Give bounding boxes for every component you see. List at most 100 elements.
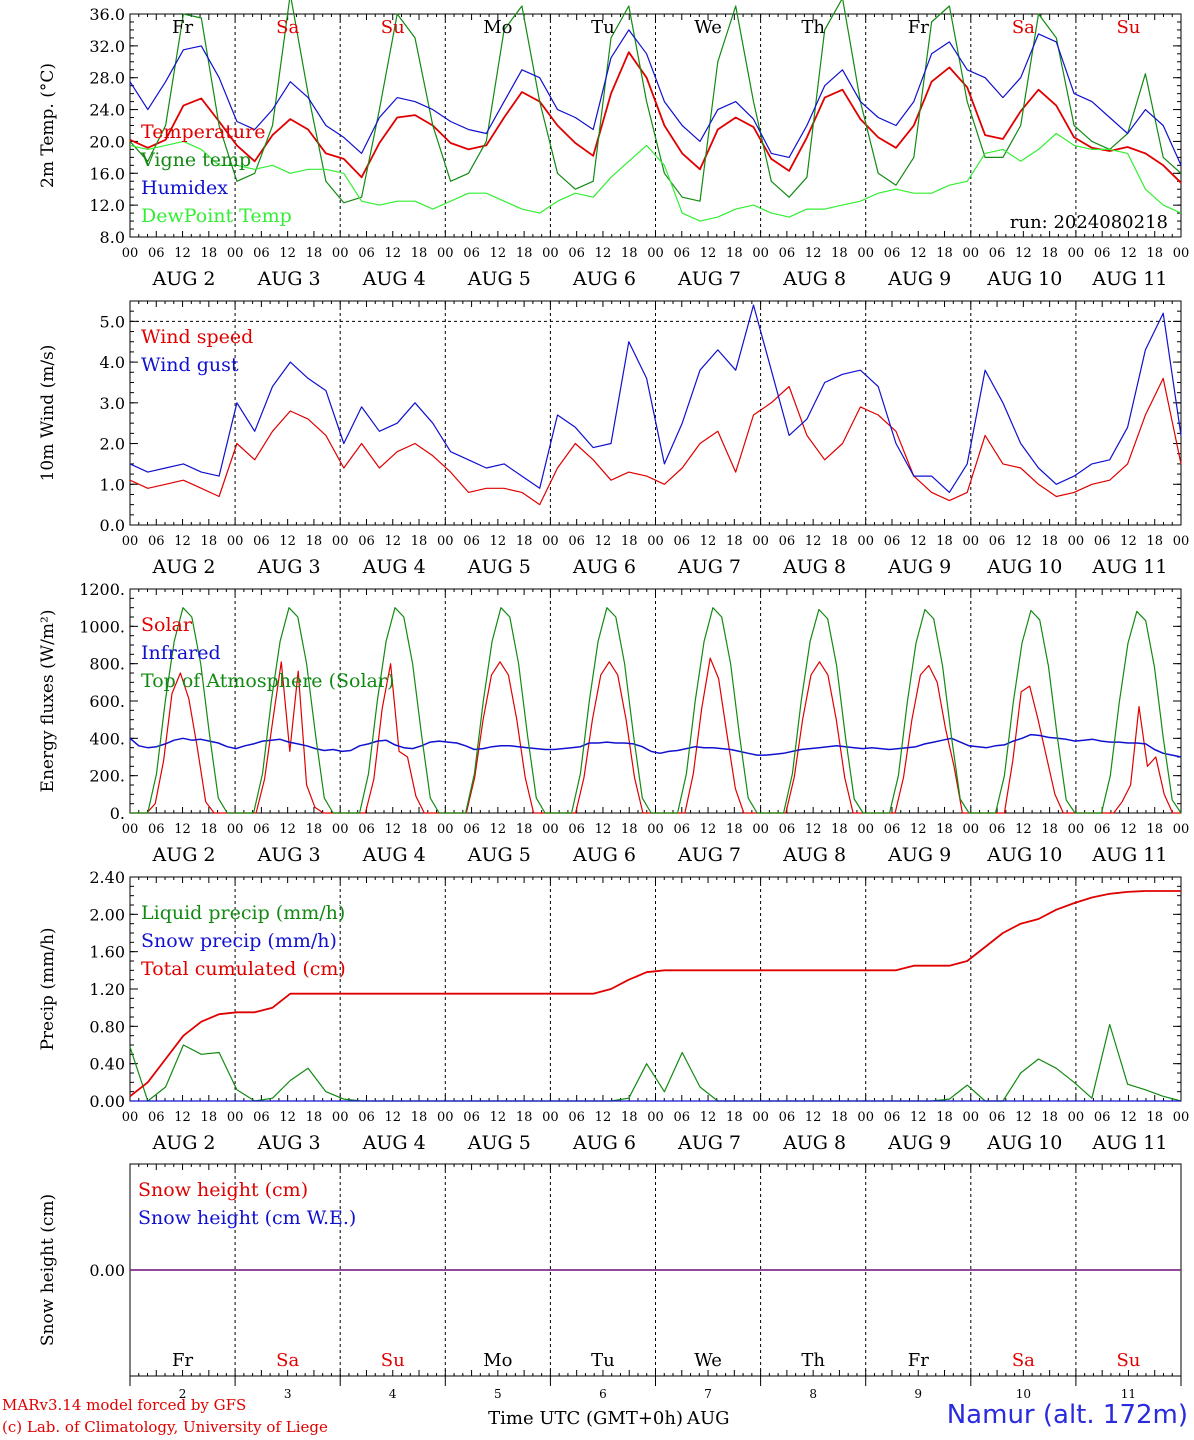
time-axis-label: Time UTC (GMT+0h)	[488, 1408, 683, 1429]
x-hour-label: 18	[1146, 1110, 1163, 1125]
date-label: AUG 7	[677, 268, 741, 290]
x-hour-label: 12	[595, 534, 612, 549]
date-label: AUG 9	[887, 268, 951, 290]
x-hour-label: 00	[963, 246, 980, 261]
y-tick-label: 2.0	[100, 435, 125, 454]
x-hour-label: 12	[595, 1110, 612, 1125]
series-line-infrared	[129, 733, 1182, 758]
x-hour-label: 00	[122, 822, 139, 837]
x-hour-label: 06	[568, 1110, 585, 1125]
x-hour-label: 00	[437, 1110, 454, 1125]
x-hour-label: 12	[490, 246, 507, 261]
x-hour-label: 18	[201, 246, 218, 261]
x-hour-label: 18	[621, 822, 638, 837]
date-label: AUG 2	[151, 556, 215, 578]
x-hour-label: 06	[989, 534, 1006, 549]
date-label: AUG 8	[782, 556, 846, 578]
series-line-wind-speed	[129, 377, 1182, 506]
x-hour-label: 12	[384, 534, 401, 549]
y-tick-label: 1200.	[79, 580, 125, 599]
bottom-day-name: Sa	[1012, 1350, 1035, 1371]
x-hour-label: 06	[358, 246, 375, 261]
x-hour-label: 12	[1120, 534, 1137, 549]
lab-credit: (c) Lab. of Climatology, University of L…	[2, 1418, 328, 1436]
x-hour-label: 06	[148, 534, 165, 549]
date-label: AUG 11	[1091, 556, 1167, 578]
date-label: AUG 3	[257, 1132, 321, 1154]
x-hour-label: 00	[752, 822, 769, 837]
x-hour-label: 18	[306, 246, 323, 261]
bottom-day-name: Sa	[276, 1350, 299, 1371]
y-tick-label: 0.0	[100, 516, 125, 535]
x-hour-label: 06	[253, 246, 270, 261]
date-label: AUG 10	[986, 268, 1062, 290]
x-hour-label: 18	[621, 1110, 638, 1125]
x-hour-label: 06	[1094, 534, 1111, 549]
bottom-day-number: 11	[1121, 1387, 1136, 1401]
x-hour-label: 06	[674, 246, 691, 261]
y-axis-label: 10m Wind (m/s)	[38, 345, 58, 482]
x-hour-label: 12	[279, 1110, 296, 1125]
x-hour-label: 18	[726, 246, 743, 261]
y-tick-label: 4.0	[100, 353, 125, 372]
y-tick-label: 200.	[89, 767, 125, 786]
model-credit: MARv3.14 model forced by GFS	[2, 1396, 247, 1414]
bottom-day-name: Su	[381, 1350, 405, 1371]
date-label: AUG 11	[1091, 268, 1167, 290]
series-line-liquid-precip-mm-h-	[129, 1023, 1182, 1102]
x-hour-label: 12	[384, 1110, 401, 1125]
x-hour-label: 18	[1041, 534, 1058, 549]
x-hour-label: 12	[910, 534, 927, 549]
x-hour-label: 18	[1041, 1110, 1058, 1125]
bottom-day-number: 3	[284, 1387, 292, 1401]
x-hour-label: 06	[674, 1110, 691, 1125]
x-hour-label: 12	[805, 246, 822, 261]
x-hour-label: 06	[253, 1110, 270, 1125]
x-hour-label: 12	[910, 246, 927, 261]
x-hour-label: 12	[490, 1110, 507, 1125]
x-hour-label: 12	[595, 246, 612, 261]
x-hour-label: 18	[1146, 822, 1163, 837]
x-hour-label: 00	[542, 534, 559, 549]
legend-entry: Top of Atmosphere (Solar)	[141, 670, 394, 692]
legend-entry: Total cumulated (cm)	[141, 958, 346, 980]
x-hour-label: 18	[936, 534, 953, 549]
y-tick-label: 0.00	[89, 1092, 125, 1111]
date-label: AUG 4	[362, 556, 426, 578]
x-hour-label: 00	[857, 1110, 874, 1125]
bottom-day-name: Fr	[908, 1350, 929, 1371]
x-hour-label: 00	[227, 1110, 244, 1125]
x-hour-label: 00	[542, 822, 559, 837]
y-tick-label: 600.	[89, 692, 125, 711]
date-label: AUG 3	[257, 844, 321, 866]
location-label: Namur (alt. 172m)	[946, 1400, 1188, 1430]
date-label: AUG 8	[782, 268, 846, 290]
day-name: Su	[1116, 17, 1140, 38]
date-label: AUG 4	[362, 1132, 426, 1154]
x-hour-label: 12	[1120, 1110, 1137, 1125]
x-hour-label: 00	[647, 534, 664, 549]
x-hour-label: 06	[989, 1110, 1006, 1125]
x-hour-label: 12	[1015, 822, 1032, 837]
x-hour-label: 06	[1094, 822, 1111, 837]
day-name: Fr	[908, 17, 929, 38]
x-hour-label: 06	[1094, 1110, 1111, 1125]
y-tick-label: 36.0	[89, 5, 125, 24]
legend-entry: Temperature	[141, 121, 265, 143]
day-name: Sa	[1012, 17, 1035, 38]
date-label: AUG 7	[677, 1132, 741, 1154]
x-hour-label: 18	[726, 822, 743, 837]
day-name: We	[694, 17, 722, 38]
x-hour-label: 18	[831, 1110, 848, 1125]
x-hour-label: 18	[516, 246, 533, 261]
x-hour-label: 12	[490, 534, 507, 549]
plot-frame	[129, 300, 1182, 526]
date-label: AUG 10	[986, 844, 1062, 866]
y-tick-label: 0.80	[89, 1017, 125, 1036]
x-hour-label: 06	[674, 822, 691, 837]
date-label: AUG 2	[151, 1132, 215, 1154]
x-hour-label: 06	[884, 534, 901, 549]
y-tick-label: 400.	[89, 729, 125, 748]
x-hour-label: 06	[568, 534, 585, 549]
bottom-day-number: 8	[809, 1387, 817, 1401]
